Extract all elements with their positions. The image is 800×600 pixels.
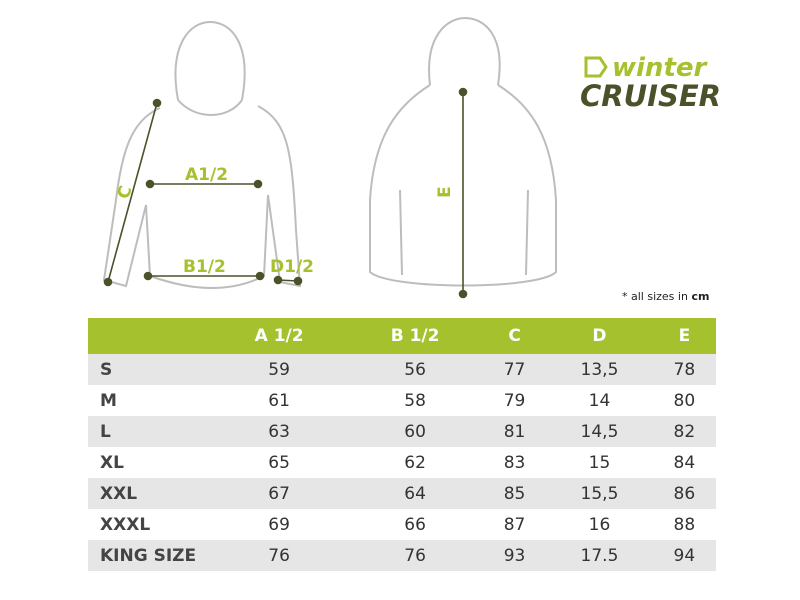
value-cell: 84 <box>673 452 696 473</box>
value-cell: 59 <box>211 354 348 385</box>
size-cell: L <box>88 416 211 447</box>
value-cell: 13,5 <box>546 354 653 385</box>
logo-cruiser: CRUISER <box>580 79 721 113</box>
table-row: XXL 67 64 85 15,5 86 <box>88 478 716 509</box>
table-row: L 63 60 81 14,5 82 <box>88 416 716 447</box>
diagram: A1/2 B1/2 C D1/2 E winter CRUISER <box>102 16 721 299</box>
value-cell: 82 <box>652 416 716 447</box>
size-cell: S <box>88 354 211 385</box>
value-cell: 15,5 <box>546 478 653 509</box>
value-cell: 64 <box>347 478 483 509</box>
value-cell: 16 <box>588 514 611 535</box>
value-cell: 80 <box>673 390 696 411</box>
value-cell: 63 <box>211 416 348 447</box>
table-row: S 59 56 77 13,5 78 <box>88 354 716 385</box>
size-table: A 1/2 B 1/2 C D E S 59 56 77 13,5 78 M 61 58 79 14 80 L 63… <box>88 318 716 571</box>
label-a: A1/2 <box>185 165 228 185</box>
value-cell: 58 <box>404 390 426 411</box>
value-cell: 76 <box>211 540 348 571</box>
note-text: * all sizes in <box>622 290 688 303</box>
label-b: B1/2 <box>183 257 226 277</box>
header-cell: B 1/2 <box>347 318 483 354</box>
header-cell: C <box>482 318 547 354</box>
label-c: C <box>114 183 137 201</box>
value-cell: 81 <box>482 416 547 447</box>
logo: winter CRUISER <box>580 53 721 113</box>
value-cell: 93 <box>482 540 547 571</box>
size-cell: XL <box>100 452 124 473</box>
jacket-front <box>102 20 302 289</box>
size-cell: KING SIZE <box>88 540 211 571</box>
size-cell: XXXL <box>100 514 151 535</box>
value-cell: 77 <box>482 354 547 385</box>
value-cell: 62 <box>404 452 426 473</box>
logo-winter: winter <box>612 53 709 83</box>
note-unit: cm <box>691 290 710 303</box>
table-row: M 61 58 79 14 80 <box>88 385 716 416</box>
table-row: XXXL 69 66 87 16 88 <box>88 509 716 540</box>
value-cell: 65 <box>268 452 290 473</box>
value-cell: 83 <box>503 452 526 473</box>
size-cell: M <box>100 390 117 411</box>
value-cell: 88 <box>673 514 696 535</box>
value-cell: 66 <box>404 514 426 535</box>
value-cell: 85 <box>482 478 547 509</box>
value-cell: 60 <box>347 416 483 447</box>
value-cell: 94 <box>652 540 716 571</box>
value-cell: 56 <box>347 354 483 385</box>
value-cell: 67 <box>211 478 348 509</box>
value-cell: 86 <box>652 478 716 509</box>
header-cell <box>88 318 211 354</box>
value-cell: 79 <box>503 390 526 411</box>
value-cell: 87 <box>503 514 526 535</box>
measure-lines <box>103 87 468 299</box>
label-e: E <box>435 186 455 198</box>
value-cell: 15 <box>588 452 611 473</box>
value-cell: 69 <box>268 514 290 535</box>
header-cell: D <box>546 318 653 354</box>
value-cell: 76 <box>347 540 483 571</box>
header-row: A 1/2 B 1/2 C D E <box>88 318 716 354</box>
value-cell: 14,5 <box>546 416 653 447</box>
label-d: D1/2 <box>270 257 314 277</box>
size-cell: XXL <box>88 478 211 509</box>
table-row: XL 65 62 83 15 84 <box>88 447 716 478</box>
header-cell: E <box>652 318 716 354</box>
value-cell: 17.5 <box>546 540 653 571</box>
note: * all sizes in cm <box>622 290 709 303</box>
table-row: KING SIZE 76 76 93 17.5 94 <box>88 540 716 571</box>
value-cell: 78 <box>652 354 716 385</box>
value-cell: 14 <box>588 390 611 411</box>
value-cell: 61 <box>268 390 290 411</box>
header-cell: A 1/2 <box>211 318 348 354</box>
